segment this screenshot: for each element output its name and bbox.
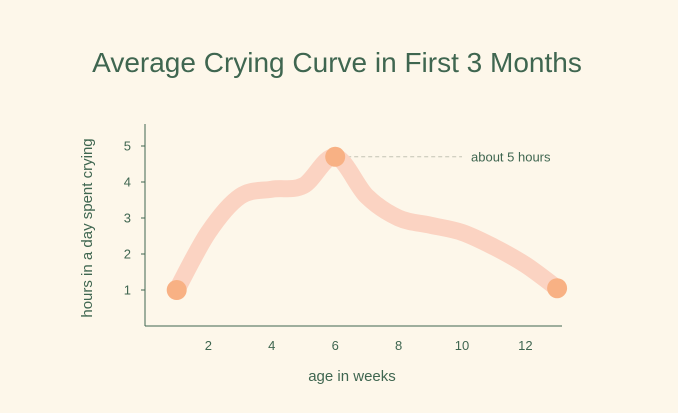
y-axis-title: hours in a day spent crying [79, 138, 96, 317]
annotation-label: about 5 hours [471, 149, 551, 164]
y-tick-label: 1 [124, 283, 131, 298]
data-point-marker [325, 146, 346, 167]
x-tick-label: 8 [395, 338, 402, 353]
crying-curve-line [168, 148, 566, 299]
x-tick-label: 2 [205, 338, 212, 353]
x-tick-label: 6 [332, 338, 339, 353]
marker-layer [166, 146, 568, 300]
y-tick-label: 5 [124, 139, 131, 154]
x-axis-title: age in weeks [308, 368, 396, 385]
data-point-marker [547, 278, 568, 299]
x-tick-label: 4 [268, 338, 275, 353]
y-tick-label: 3 [124, 211, 131, 226]
x-tick-label: 10 [455, 338, 469, 353]
y-tick-label: 4 [124, 175, 131, 190]
annotation-layer: about 5 hours [471, 149, 551, 164]
y-tick-label: 2 [124, 247, 131, 262]
curve-layer [168, 148, 566, 299]
x-tick-label: 12 [518, 338, 532, 353]
chart-title: Average Crying Curve in First 3 Months [92, 47, 582, 78]
data-point-marker [166, 280, 187, 300]
